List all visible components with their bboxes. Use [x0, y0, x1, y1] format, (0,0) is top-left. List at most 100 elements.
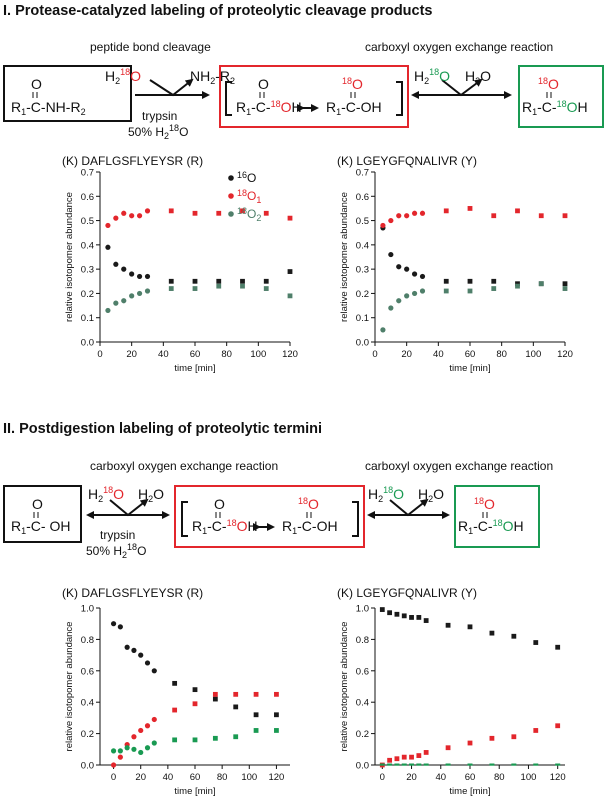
x-tick-label: 40 [158, 349, 169, 360]
data-point-16O [404, 266, 410, 272]
chart-1-cleavage-dafl: (K) DAFLGSFLYEYSR (R) 0.0 0.1 0.2 0.3 0.4 0.5 0… [62, 154, 298, 374]
water-pct-1: 50% H [128, 125, 164, 139]
data-point-16O [168, 278, 174, 284]
x-tick-label: 60 [190, 772, 201, 783]
x-tick-label: 20 [135, 772, 146, 783]
exchange-arrow-3: H218O H2O [367, 485, 450, 519]
data-point-18O2 [491, 286, 497, 291]
intermediate-box: O R1-C-18OH 18O R1-C-OH [219, 65, 409, 128]
x-axis-label: time [min] [174, 363, 215, 374]
data-point-16O [124, 644, 130, 650]
x-tick-label: 80 [221, 349, 232, 360]
data-point-18O2 [380, 327, 386, 333]
data-point-18O1 [538, 213, 544, 219]
svg-text:NH2-R2: NH2-R2 [190, 68, 235, 86]
x-tick-label: 100 [521, 772, 537, 783]
data-point-18O1 [151, 716, 157, 723]
data-point-18O1 [287, 215, 293, 221]
y-tick-label: 0.2 [81, 289, 94, 300]
trypsin-label-2: trypsin [100, 528, 135, 542]
data-point-18O1 [113, 215, 119, 221]
x-tick-label: 120 [268, 772, 284, 783]
exchange-arrow-2: H218O H2O trypsin 50% H218O [86, 485, 170, 560]
data-point-18O1 [117, 754, 123, 760]
data-point-16O [443, 278, 449, 284]
data-point-18O1 [467, 740, 473, 746]
data-point-18O2 [287, 293, 293, 299]
svg-text:50% H218O: 50% H218O [86, 542, 146, 560]
data-point-18O2 [151, 740, 157, 746]
trypsin-label-1: trypsin [142, 109, 177, 123]
data-point-18O1 [423, 750, 429, 755]
data-point-18O2 [387, 763, 393, 766]
x-tick-label: 60 [190, 349, 201, 360]
data-point-16O [192, 687, 198, 693]
data-point-16O [467, 624, 473, 630]
data-point-16O [396, 264, 402, 270]
data-point-18O1 [110, 762, 117, 768]
data-point-18O2 [113, 300, 119, 306]
data-point-16O [467, 278, 473, 284]
y-tick-label: 0.0 [356, 761, 369, 772]
data-point-18O2 [105, 307, 111, 314]
data-point-18O2 [192, 737, 198, 743]
data-point-16O [401, 613, 407, 619]
data-point-18O1 [192, 210, 198, 216]
data-point-18O2 [192, 286, 198, 291]
data-point-18O2 [533, 763, 539, 766]
data-point-18O2 [212, 735, 218, 741]
data-point-18O2 [489, 763, 495, 766]
svg-text:18O: 18O [342, 76, 363, 92]
data-point-18O2 [121, 298, 127, 304]
data-point-16O [110, 621, 117, 627]
svg-text:O: O [258, 76, 269, 92]
data-point-16O [121, 266, 127, 272]
data-point-16O [263, 278, 269, 284]
svg-text:H2O: H2O [138, 486, 164, 504]
data-point-18O1 [129, 213, 135, 219]
x-tick-label: 120 [282, 349, 298, 360]
y-tick-label: 0.7 [81, 168, 94, 179]
y-tick-label: 0.6 [81, 666, 94, 677]
data-point-16O [491, 278, 497, 284]
data-point-16O [138, 652, 144, 658]
data-point-16O [555, 644, 561, 650]
svg-text:18O: 18O [474, 496, 495, 512]
data-point-18O2 [515, 283, 520, 289]
data-point-16O [192, 278, 198, 284]
svg-text:O: O [32, 496, 43, 512]
data-point-16O [419, 273, 426, 280]
svg-text:H2O: H2O [418, 486, 444, 504]
legend-18o2: O [247, 207, 256, 221]
data-point-16O [409, 615, 414, 620]
data-point-18O2 [411, 290, 418, 297]
legend-16o-marker [228, 175, 234, 181]
x-tick-label: 0 [97, 349, 102, 360]
data-point-18O1 [515, 208, 520, 214]
x-tick-label: 100 [525, 349, 541, 360]
data-point-18O1 [192, 701, 198, 707]
data-point-18O1 [396, 213, 402, 219]
x-tick-label: 0 [111, 772, 116, 783]
data-point-16O [387, 610, 393, 616]
legend-18o1-marker [228, 193, 234, 199]
data-point-18O2 [253, 728, 259, 733]
data-point-16O [233, 704, 239, 710]
section1-right-label: carboxyl oxygen exchange reaction [365, 40, 553, 54]
data-point-16O [515, 281, 520, 287]
data-point-18O2 [138, 749, 144, 756]
data-point-18O2 [511, 763, 517, 766]
data-point-18O2 [409, 763, 415, 766]
y-tick-label: 0.3 [81, 265, 94, 276]
data-point-18O2 [172, 737, 178, 743]
svg-text:R1-C-OH: R1-C-OH [326, 99, 382, 117]
y-tick-label: 0.4 [81, 698, 94, 709]
x-axis-label: time [min] [449, 363, 490, 374]
data-point-18O1 [144, 723, 151, 729]
substrate-box: O R1-C-NH-R2 [3, 65, 132, 122]
svg-text:O: O [31, 76, 42, 92]
data-point-18O2 [168, 286, 174, 291]
svg-text:H218O: H218O [105, 67, 141, 86]
x-tick-label: 40 [435, 772, 446, 783]
